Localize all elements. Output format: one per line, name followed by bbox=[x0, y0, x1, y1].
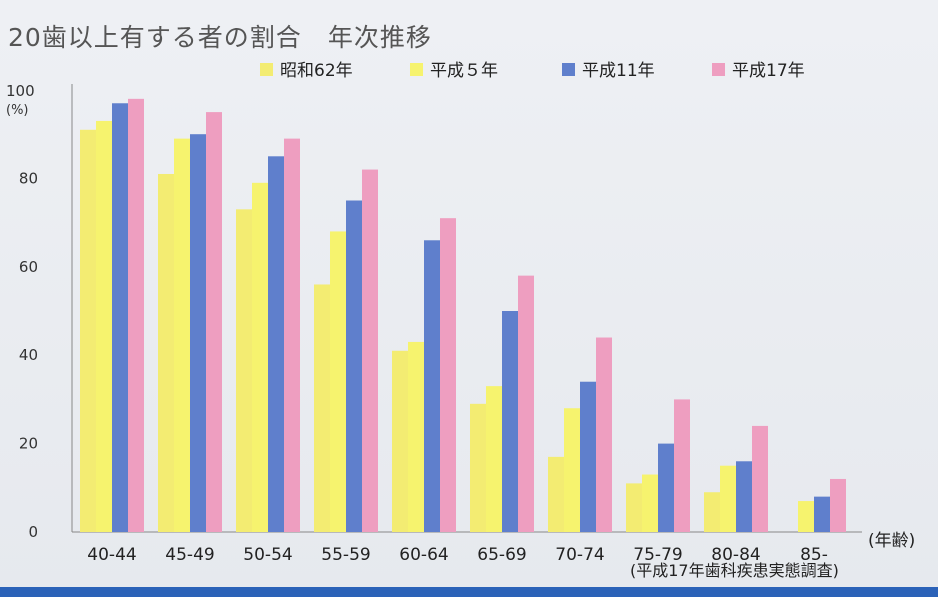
bar bbox=[206, 112, 222, 532]
bar bbox=[330, 231, 346, 532]
bar bbox=[268, 156, 284, 533]
bar bbox=[548, 456, 564, 532]
category-label: 55-59 bbox=[321, 545, 370, 565]
legend-swatch bbox=[260, 63, 273, 76]
bar bbox=[190, 134, 206, 532]
bar bbox=[158, 173, 174, 533]
bar bbox=[814, 496, 830, 532]
bar bbox=[424, 240, 440, 532]
y-ticks: 0 20 40 60 80 bbox=[19, 169, 38, 541]
category-label: 60-64 bbox=[399, 545, 448, 565]
legend-label: 平成11年 bbox=[582, 61, 655, 81]
bar bbox=[518, 275, 534, 532]
bar bbox=[798, 501, 814, 532]
y-tick-label: 40 bbox=[19, 346, 38, 364]
category-label: 75-79 bbox=[633, 545, 682, 565]
y-unit-label: (%) bbox=[6, 103, 29, 118]
chart-title: 20歯以上有する者の割合 年次推移 bbox=[8, 23, 432, 52]
category-label: 70-74 bbox=[555, 545, 604, 565]
bar bbox=[580, 381, 596, 532]
bar bbox=[128, 98, 144, 532]
bar bbox=[284, 138, 300, 532]
bar bbox=[346, 200, 362, 532]
bar bbox=[674, 399, 690, 532]
category-label: 85- bbox=[800, 545, 828, 565]
y-tick-label: 0 bbox=[28, 523, 38, 541]
bar bbox=[596, 337, 612, 532]
bar bbox=[112, 103, 128, 532]
legend-label: 昭和62年 bbox=[280, 61, 353, 81]
bar bbox=[440, 218, 456, 532]
legend-label: 平成17年 bbox=[732, 61, 805, 81]
bar bbox=[80, 129, 96, 532]
bar bbox=[704, 492, 720, 532]
category-label: 50-54 bbox=[243, 545, 292, 565]
legend-label: 平成５年 bbox=[430, 61, 498, 81]
legend-swatch bbox=[562, 63, 575, 76]
bar bbox=[470, 403, 486, 532]
bar bbox=[626, 483, 642, 532]
bar bbox=[174, 138, 190, 532]
bar bbox=[392, 350, 408, 532]
y-tick-label: 20 bbox=[19, 435, 38, 453]
bar bbox=[736, 461, 752, 532]
bar bbox=[252, 182, 268, 532]
legend: 昭和62年 平成５年 平成11年 平成17年 bbox=[260, 61, 805, 81]
source-note: (平成17年歯科疾患実態調査) bbox=[630, 561, 839, 580]
bars bbox=[80, 98, 846, 533]
bar bbox=[96, 120, 112, 532]
bottom-border bbox=[0, 587, 938, 597]
x-axis-title: (年齢) bbox=[868, 531, 915, 551]
bar bbox=[830, 478, 846, 532]
bar bbox=[564, 408, 580, 532]
bar bbox=[362, 169, 378, 532]
bar bbox=[642, 474, 658, 532]
bar bbox=[486, 386, 502, 532]
category-label: 65-69 bbox=[477, 545, 526, 565]
legend-swatch bbox=[410, 63, 423, 76]
category-label: 40-44 bbox=[87, 545, 136, 565]
bar bbox=[720, 465, 736, 532]
y-tick-label: 60 bbox=[19, 258, 38, 276]
bar bbox=[658, 443, 674, 532]
y-tick-100: 100 bbox=[6, 82, 35, 100]
category-labels: 40-44 45-49 50-54 55-59 60-64 65-69 70-74 75-79… bbox=[87, 545, 828, 565]
category-label: 45-49 bbox=[165, 545, 214, 565]
bar bbox=[752, 425, 768, 532]
bar bbox=[408, 341, 424, 532]
bar bbox=[236, 209, 252, 532]
category-label: 80-84 bbox=[711, 545, 760, 565]
bar bbox=[314, 284, 330, 532]
y-tick-label: 80 bbox=[19, 169, 38, 187]
legend-swatch bbox=[712, 63, 725, 76]
bar bbox=[502, 311, 518, 532]
